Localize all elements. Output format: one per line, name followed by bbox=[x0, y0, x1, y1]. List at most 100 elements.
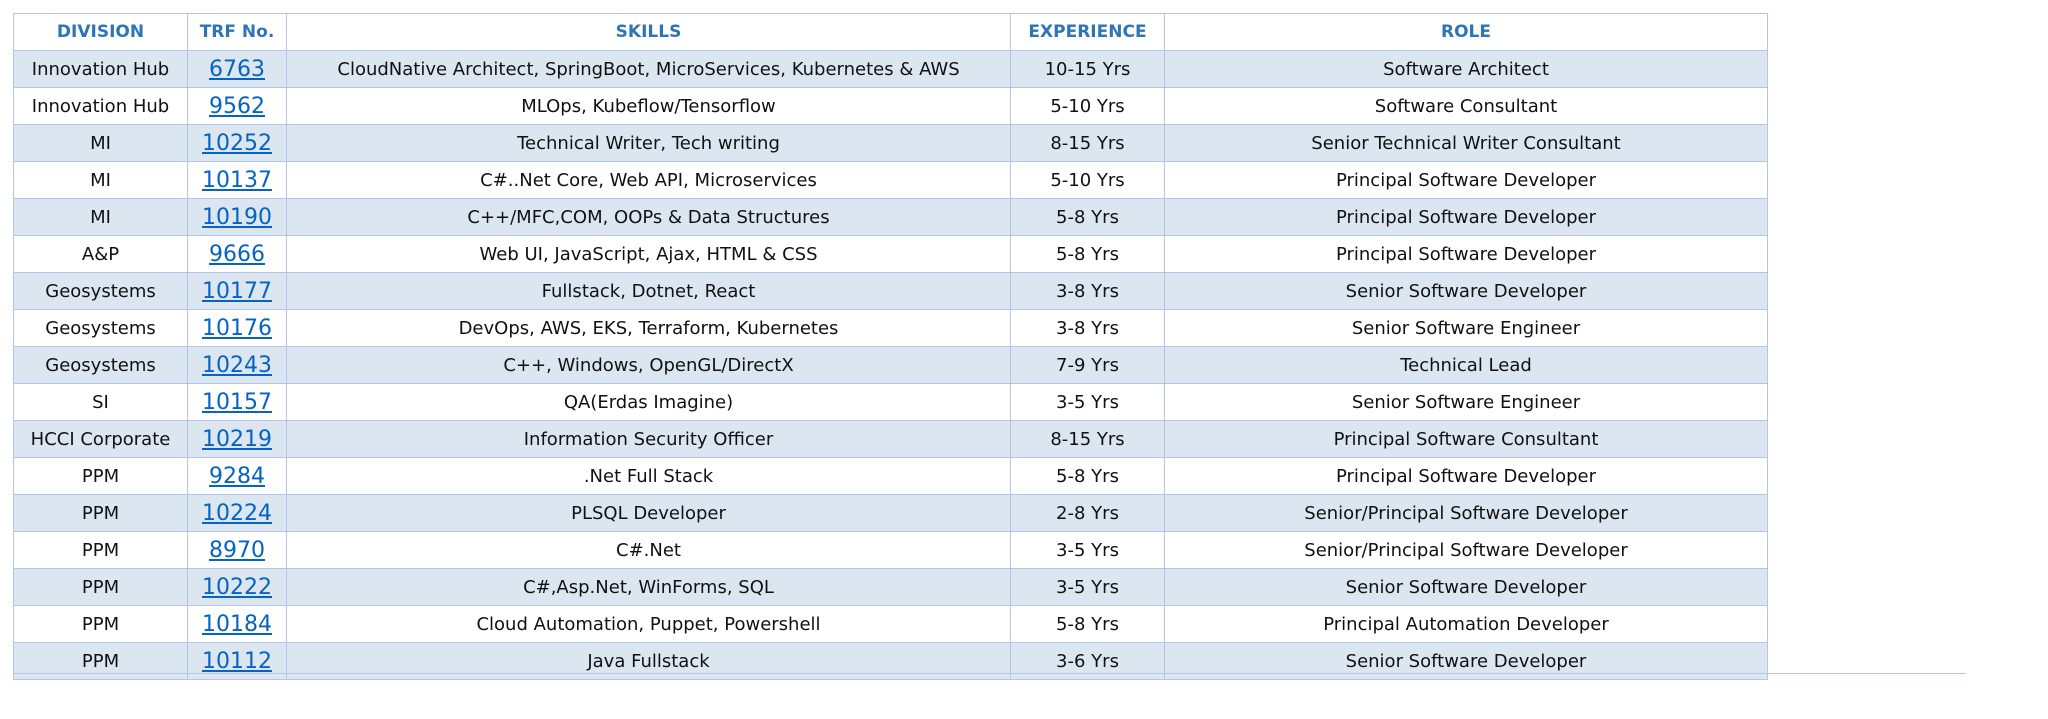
cell: C++/MFC,COM, OOPs & Data Structures bbox=[286, 198, 1011, 236]
trf-link[interactable]: 9284 bbox=[209, 463, 265, 489]
cell: 3-5 Yrs bbox=[1010, 531, 1165, 569]
cell: Cloud Automation, Puppet, Powershell bbox=[286, 605, 1011, 643]
cell: Geosystems bbox=[13, 272, 188, 310]
table-row: PPM 9284 .Net Full Stack 5-8 Yrs Principal S… bbox=[13, 457, 1768, 495]
table-row: MI 10137 C#..Net Core, Web API, Microservi… bbox=[13, 161, 1768, 199]
cell: Senior Software Engineer bbox=[1164, 383, 1768, 421]
cell: Technical Writer, Tech writing bbox=[286, 124, 1011, 162]
cell: 10177 bbox=[187, 272, 287, 310]
table-row: PPM 10222 C#,Asp.Net, WinForms, SQL 3-5 Yrs… bbox=[13, 568, 1768, 606]
cell: Principal Software Developer bbox=[1164, 161, 1768, 199]
cell: Principal Software Consultant bbox=[1164, 420, 1768, 458]
trf-link[interactable]: 10157 bbox=[202, 389, 272, 415]
cell: 5-8 Yrs bbox=[1010, 457, 1165, 495]
cell: MI bbox=[13, 198, 188, 236]
cell: PPM bbox=[13, 531, 188, 569]
cell: 3-8 Yrs bbox=[1010, 309, 1165, 347]
header-row: DIVISION TRF No. SKILLS EXPERIENCE ROLE bbox=[13, 13, 1768, 51]
cell: Principal Automation Developer bbox=[1164, 605, 1768, 643]
cell: PPM bbox=[13, 605, 188, 643]
trf-link[interactable]: 10243 bbox=[202, 352, 272, 378]
cell: MI bbox=[13, 161, 188, 199]
trf-link[interactable]: 10176 bbox=[202, 315, 272, 341]
cell: Senior Software Developer bbox=[1164, 272, 1768, 310]
cell: SI bbox=[13, 383, 188, 421]
cell: 3-8 Yrs bbox=[1010, 272, 1165, 310]
trf-link[interactable]: 10222 bbox=[202, 574, 272, 600]
cell: QA(Erdas Imagine) bbox=[286, 383, 1011, 421]
cell: Principal Software Developer bbox=[1164, 198, 1768, 236]
table-row: PPM 10184 Cloud Automation, Puppet, Powers… bbox=[13, 605, 1768, 643]
table-row: PPM 8970 C#.Net 3-5 Yrs Senior/Principal Sof… bbox=[13, 531, 1768, 569]
table-row: MI 10190 C++/MFC,COM, OOPs & Data Structur… bbox=[13, 198, 1768, 236]
cell: Web UI, JavaScript, Ajax, HTML & CSS bbox=[286, 235, 1011, 273]
cell: 8-15 Yrs bbox=[1010, 420, 1165, 458]
cell: 3-5 Yrs bbox=[1010, 383, 1165, 421]
cell: Innovation Hub bbox=[13, 50, 188, 88]
cell: 8970 bbox=[187, 531, 287, 569]
table-row: PPM 10224 PLSQL Developer 2-8 Yrs Senior/Pri… bbox=[13, 494, 1768, 532]
cell: PPM bbox=[13, 457, 188, 495]
cell: 9562 bbox=[187, 87, 287, 125]
trf-link[interactable]: 10219 bbox=[202, 426, 272, 452]
cell: Innovation Hub bbox=[13, 87, 188, 125]
cell: Software Architect bbox=[1164, 50, 1768, 88]
bottom-rule bbox=[13, 673, 1966, 674]
trf-link[interactable]: 9562 bbox=[209, 93, 265, 119]
cell: MLOps, Kubeflow/Tensorflow bbox=[286, 87, 1011, 125]
cell: 10222 bbox=[187, 568, 287, 606]
cell: Technical Lead bbox=[1164, 346, 1768, 384]
cell: 9666 bbox=[187, 235, 287, 273]
cell: A&P bbox=[13, 235, 188, 273]
cell: C#..Net Core, Web API, Microservices bbox=[286, 161, 1011, 199]
cell: Geosystems bbox=[13, 346, 188, 384]
cell: CloudNative Architect, SpringBoot, Micro… bbox=[286, 50, 1011, 88]
cell: Principal Software Developer bbox=[1164, 235, 1768, 273]
trf-link[interactable]: 10177 bbox=[202, 278, 272, 304]
table-row: Geosystems 10176 DevOps, AWS, EKS, Terrafo… bbox=[13, 309, 1768, 347]
table-row: Innovation Hub 9562 MLOps, Kubeflow/Tensor… bbox=[13, 87, 1768, 125]
table-row: Geosystems 10177 Fullstack, Dotnet, React 3… bbox=[13, 272, 1768, 310]
trf-link[interactable]: 10112 bbox=[202, 648, 272, 674]
cell: HCCI Corporate bbox=[13, 420, 188, 458]
cell: Geosystems bbox=[13, 309, 188, 347]
cell: 10137 bbox=[187, 161, 287, 199]
cell: 5-10 Yrs bbox=[1010, 87, 1165, 125]
cell: 9284 bbox=[187, 457, 287, 495]
cell: .Net Full Stack bbox=[286, 457, 1011, 495]
cell: C#,Asp.Net, WinForms, SQL bbox=[286, 568, 1011, 606]
cell: 10176 bbox=[187, 309, 287, 347]
trf-link[interactable]: 10137 bbox=[202, 167, 272, 193]
trf-link[interactable]: 6763 bbox=[209, 56, 265, 82]
cell: 5-8 Yrs bbox=[1010, 235, 1165, 273]
cell: 10219 bbox=[187, 420, 287, 458]
column-header: ROLE bbox=[1164, 13, 1768, 51]
trf-link[interactable]: 8970 bbox=[209, 537, 265, 563]
cell: Senior Software Developer bbox=[1164, 568, 1768, 606]
cell: 7-9 Yrs bbox=[1010, 346, 1165, 384]
trf-link[interactable]: 10190 bbox=[202, 204, 272, 230]
cell: 10-15 Yrs bbox=[1010, 50, 1165, 88]
column-header: EXPERIENCE bbox=[1010, 13, 1165, 51]
column-header: SKILLS bbox=[286, 13, 1011, 51]
table-row: Innovation Hub 6763 CloudNative Architect,… bbox=[13, 50, 1768, 88]
trf-link[interactable]: 10252 bbox=[202, 130, 272, 156]
cell: C#.Net bbox=[286, 531, 1011, 569]
cell: Principal Software Developer bbox=[1164, 457, 1768, 495]
cell: PLSQL Developer bbox=[286, 494, 1011, 532]
cell: 5-10 Yrs bbox=[1010, 161, 1165, 199]
table-row: MI 10252 Technical Writer, Tech writing 8-1… bbox=[13, 124, 1768, 162]
table-row: SI 10157 QA(Erdas Imagine) 3-5 Yrs Senior So… bbox=[13, 383, 1768, 421]
cell: Fullstack, Dotnet, React bbox=[286, 272, 1011, 310]
trf-link[interactable]: 9666 bbox=[209, 241, 265, 267]
cell: Software Consultant bbox=[1164, 87, 1768, 125]
column-header: TRF No. bbox=[187, 13, 287, 51]
job-table: DIVISION TRF No. SKILLS EXPERIENCE ROLE Inno… bbox=[13, 13, 1768, 680]
cell: 10157 bbox=[187, 383, 287, 421]
trf-link[interactable]: 10184 bbox=[202, 611, 272, 637]
trf-link[interactable]: 10224 bbox=[202, 500, 272, 526]
cell: Senior Software Engineer bbox=[1164, 309, 1768, 347]
cell: Information Security Officer bbox=[286, 420, 1011, 458]
cell: MI bbox=[13, 124, 188, 162]
